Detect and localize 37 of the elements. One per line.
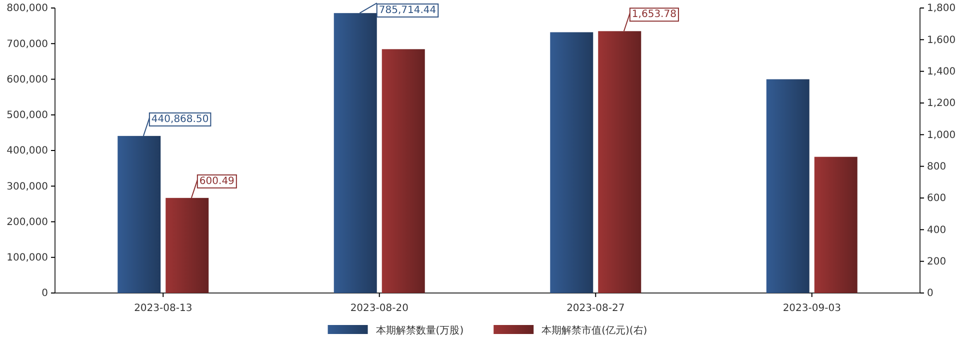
y-tick-label: 600,000 [6,74,48,86]
bar [166,198,209,293]
bar [382,49,425,293]
x-tick-label: 2023-08-13 [134,303,192,314]
legend-label: 本期解禁市值(亿元)(右) [542,324,648,336]
x-tick-label: 2023-08-27 [566,303,625,314]
data-label: 440,868.50 [151,114,209,125]
x-tick-label: 2023-08-20 [350,303,408,314]
data-label: 785,714.44 [378,5,436,16]
y-tick-label: 500,000 [6,110,48,122]
y-tick-label: 0 [42,288,48,300]
y2-tick-label: 600 [927,193,946,204]
y2-tick-label: 400 [927,224,946,236]
y-tick-label: 800,000 [6,3,48,14]
data-label: 1,653.78 [632,9,676,20]
bar [598,31,642,293]
bar [118,136,161,293]
y2-tick-label: 1,600 [927,34,956,46]
y2-tick-label: 1,000 [927,130,956,141]
data-label: 600.49 [199,176,234,187]
bar [550,32,594,293]
bar [814,156,858,293]
y-tick-label: 200,000 [6,216,48,228]
y2-tick-label: 1,200 [927,98,956,110]
y2-tick-label: 1,400 [927,66,956,78]
bar [334,13,377,293]
y-tick-label: 400,000 [6,146,48,157]
y2-tick-label: 1,800 [927,3,956,14]
y2-tick-label: 800 [927,162,946,173]
y2-tick-label: 0 [927,288,934,300]
y-tick-label: 100,000 [6,252,48,264]
bar [766,79,810,293]
y-tick-label: 700,000 [6,38,48,50]
x-tick-label: 2023-09-03 [782,303,841,314]
y2-tick-label: 200 [927,256,946,268]
y-tick-label: 300,000 [6,181,48,192]
legend-label: 本期解禁数量(万股) [376,324,464,336]
